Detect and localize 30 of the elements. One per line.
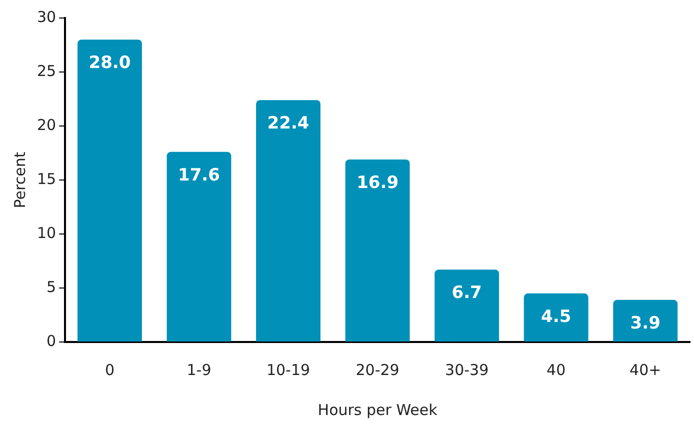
bar [434,270,500,342]
x-tick-label: 1-9 [186,360,212,379]
x-tick-label: 20-29 [356,360,400,379]
x-tick-label: 30-39 [445,360,489,379]
bar [78,40,142,342]
data-label: 28.0 [88,53,131,74]
bar [256,100,320,342]
x-tick-label: 10-19 [266,360,310,379]
x-tick-label: 0 [104,360,114,379]
data-label: 6.7 [452,283,482,304]
bar [524,293,588,342]
data-label: 16.9 [356,172,399,193]
data-label: 22.4 [267,114,310,134]
data-label: 4.5 [541,306,572,327]
x-tick-label: 40+ [630,360,662,379]
y-tick-label: 5 [46,278,56,296]
bar [345,159,410,342]
data-label: 17.6 [178,165,220,186]
x-tick-label: 40 [546,360,566,379]
y-tick-label: 30 [36,8,56,26]
bar [166,152,232,342]
bar [613,300,678,342]
y-tick-label: 10 [36,224,56,242]
y-tick-label: 15 [36,170,56,188]
y-axis-title: Percent [10,152,29,208]
x-axis-title: Hours per Week [318,400,438,419]
y-tick-label: 0 [46,332,56,350]
y-tick-label: 25 [36,62,56,80]
y-tick-label: 20 [36,116,56,134]
data-label: 3.9 [630,313,660,334]
